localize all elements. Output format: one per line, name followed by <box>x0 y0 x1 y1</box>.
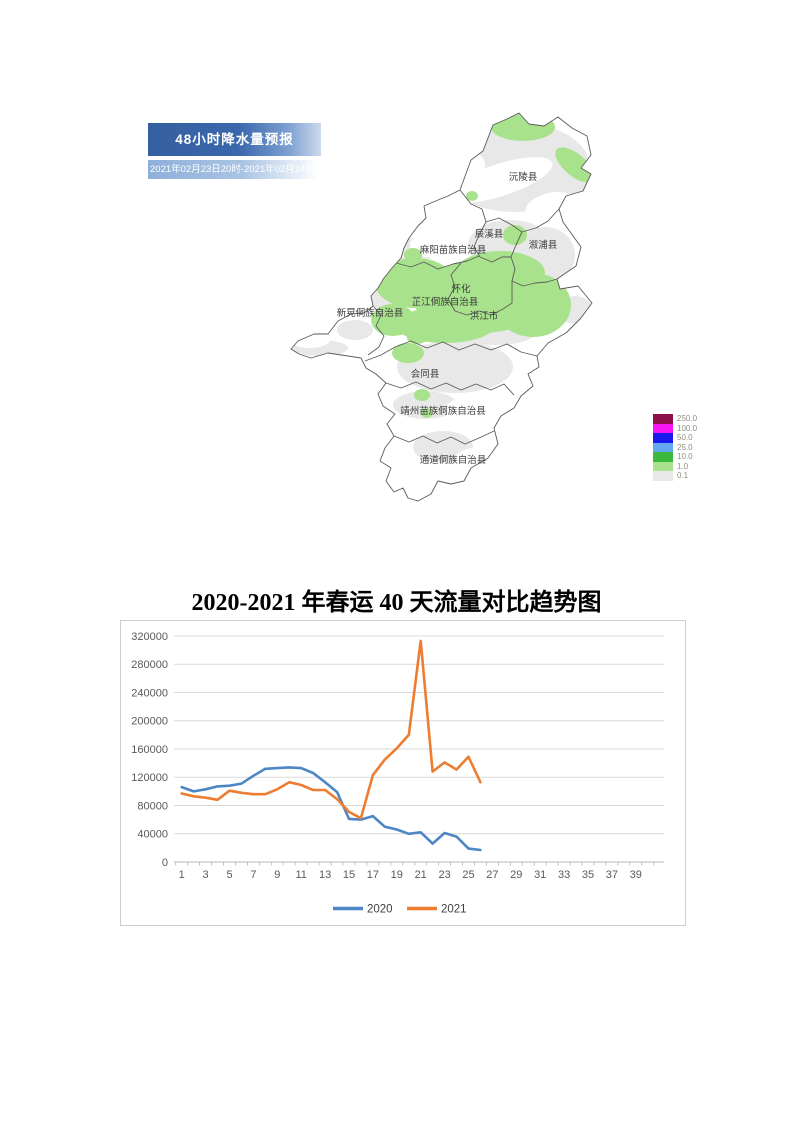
label-tongdao: 通道侗族自治县 <box>420 454 487 466</box>
series-line-2020 <box>180 766 482 852</box>
label-yuanling: 沅陵县 <box>509 171 538 183</box>
y-axis-label: 240000 <box>131 687 168 699</box>
label-huaihua: 怀化 <box>451 283 471 295</box>
series-line-2021 <box>180 639 482 820</box>
precip-legend-value: 250.0 <box>677 414 698 423</box>
y-axis-label: 280000 <box>131 659 168 671</box>
x-axis-label: 3 <box>203 869 209 881</box>
x-axis-label: 25 <box>462 869 474 881</box>
x-axis-label: 37 <box>606 869 618 881</box>
precip-legend-swatch <box>653 442 673 452</box>
label-huitong: 会同县 <box>411 368 440 380</box>
x-axis-label: 7 <box>250 869 256 881</box>
label-xinhuang: 新晃侗族自治县 <box>337 307 404 319</box>
label-zhijiang: 芷江侗族自治县 <box>412 296 479 308</box>
precip-legend-value: 50.0 <box>677 433 693 442</box>
x-axis-label: 1 <box>179 869 185 881</box>
precip-legend-row: 10.0 <box>653 452 697 462</box>
precip-legend-value: 10.0 <box>677 452 693 461</box>
label-jingzhou: 靖州苗族侗族自治县 <box>400 405 486 417</box>
x-axis-label: 39 <box>630 869 642 881</box>
chart-canvas: 0 40000 80000 120000 160000 200000 240000 28000… <box>131 631 664 916</box>
precip-legend-row: 1.0 <box>653 461 697 471</box>
x-axis-label: 35 <box>582 869 594 881</box>
precip-banner-title: 48小时降水量预报 <box>148 123 321 156</box>
precip-legend-row: 0.1 <box>653 471 697 481</box>
county-borders <box>364 189 560 445</box>
x-axis-label: 27 <box>486 869 498 881</box>
legend-series-name: 2021 <box>441 904 467 916</box>
precipitation-map: 沅陵县 辰溪县 溆浦县 麻阳苗族自治县 怀化 芷江侗族自治县 新晃侗族自治县 洪… <box>290 112 593 502</box>
chart-legend: 2020 2021 <box>333 904 467 916</box>
x-axis-label: 19 <box>391 869 403 881</box>
precip-legend-value: 100.0 <box>677 423 698 433</box>
precip-legend-swatch <box>653 423 673 433</box>
gridlines: 0 40000 80000 120000 160000 200000 240000 28000… <box>131 631 664 869</box>
precip-legend-swatch <box>653 461 673 471</box>
precip-legend: 250.0 100.0 50.0 25.0 10.0 1.0 0.1 <box>653 414 697 481</box>
label-chenxi: 辰溪县 <box>475 228 504 240</box>
label-xupu: 溆浦县 <box>529 239 558 251</box>
precip-legend-value: 0.1 <box>677 471 689 480</box>
precip-legend-row: 50.0 <box>653 433 697 443</box>
x-axis-ticks <box>175 862 655 866</box>
precip-legend-value: 1.0 <box>677 461 689 471</box>
y-axis-label: 0 <box>162 857 168 869</box>
precip-legend-swatch <box>653 414 673 424</box>
x-axis-label: 17 <box>367 869 379 881</box>
y-axis-label: 40000 <box>137 829 168 841</box>
x-axis-label: 21 <box>415 869 427 881</box>
precip-legend-row: 250.0 <box>653 414 697 424</box>
precip-legend-swatch <box>653 433 673 443</box>
y-axis-label: 120000 <box>131 772 168 784</box>
county-labels: 沅陵县 辰溪县 溆浦县 麻阳苗族自治县 怀化 芷江侗族自治县 新晃侗族自治县 洪… <box>337 171 558 466</box>
label-hongjiang: 洪江市 <box>470 310 499 322</box>
x-axis-label: 33 <box>558 869 570 881</box>
precip-legend-swatch <box>653 471 673 481</box>
x-axis-label: 11 <box>295 869 306 881</box>
precip-legend-value: 25.0 <box>677 442 693 452</box>
x-axis-label: 13 <box>319 869 331 881</box>
legend-series-name: 2020 <box>367 904 393 916</box>
chart-title: 2020-2021 年春运 40 天流量对比趋势图 <box>191 590 602 616</box>
x-axis-label: 5 <box>226 869 232 881</box>
precip-banner-date-range: 2021年02月23日20时-2021年02月24日20时 <box>148 160 318 179</box>
y-axis-label: 80000 <box>137 800 168 812</box>
label-mayang: 麻阳苗族自治县 <box>420 244 487 256</box>
x-axis-label: 31 <box>534 869 546 881</box>
y-axis-label: 200000 <box>131 716 168 728</box>
precip-legend-row: 100.0 <box>653 423 698 433</box>
y-axis-label: 160000 <box>131 744 168 756</box>
x-axis-label: 23 <box>438 869 450 881</box>
prefecture-outline <box>290 112 593 502</box>
x-axis-labels: 1 3 5 7 9 11 13 15 17 19 21 23 25 27 29 31 33 35 37 39 <box>179 869 642 881</box>
precip-legend-row: 25.0 <box>653 442 697 452</box>
x-axis-label: 29 <box>510 869 522 881</box>
traffic-trend-chart: 0 40000 80000 120000 160000 200000 240000 28000… <box>120 620 686 926</box>
x-axis-label: 15 <box>343 869 355 881</box>
x-axis-label: 9 <box>274 869 280 881</box>
precip-legend-swatch <box>653 452 673 462</box>
y-axis-label: 320000 <box>131 631 168 643</box>
